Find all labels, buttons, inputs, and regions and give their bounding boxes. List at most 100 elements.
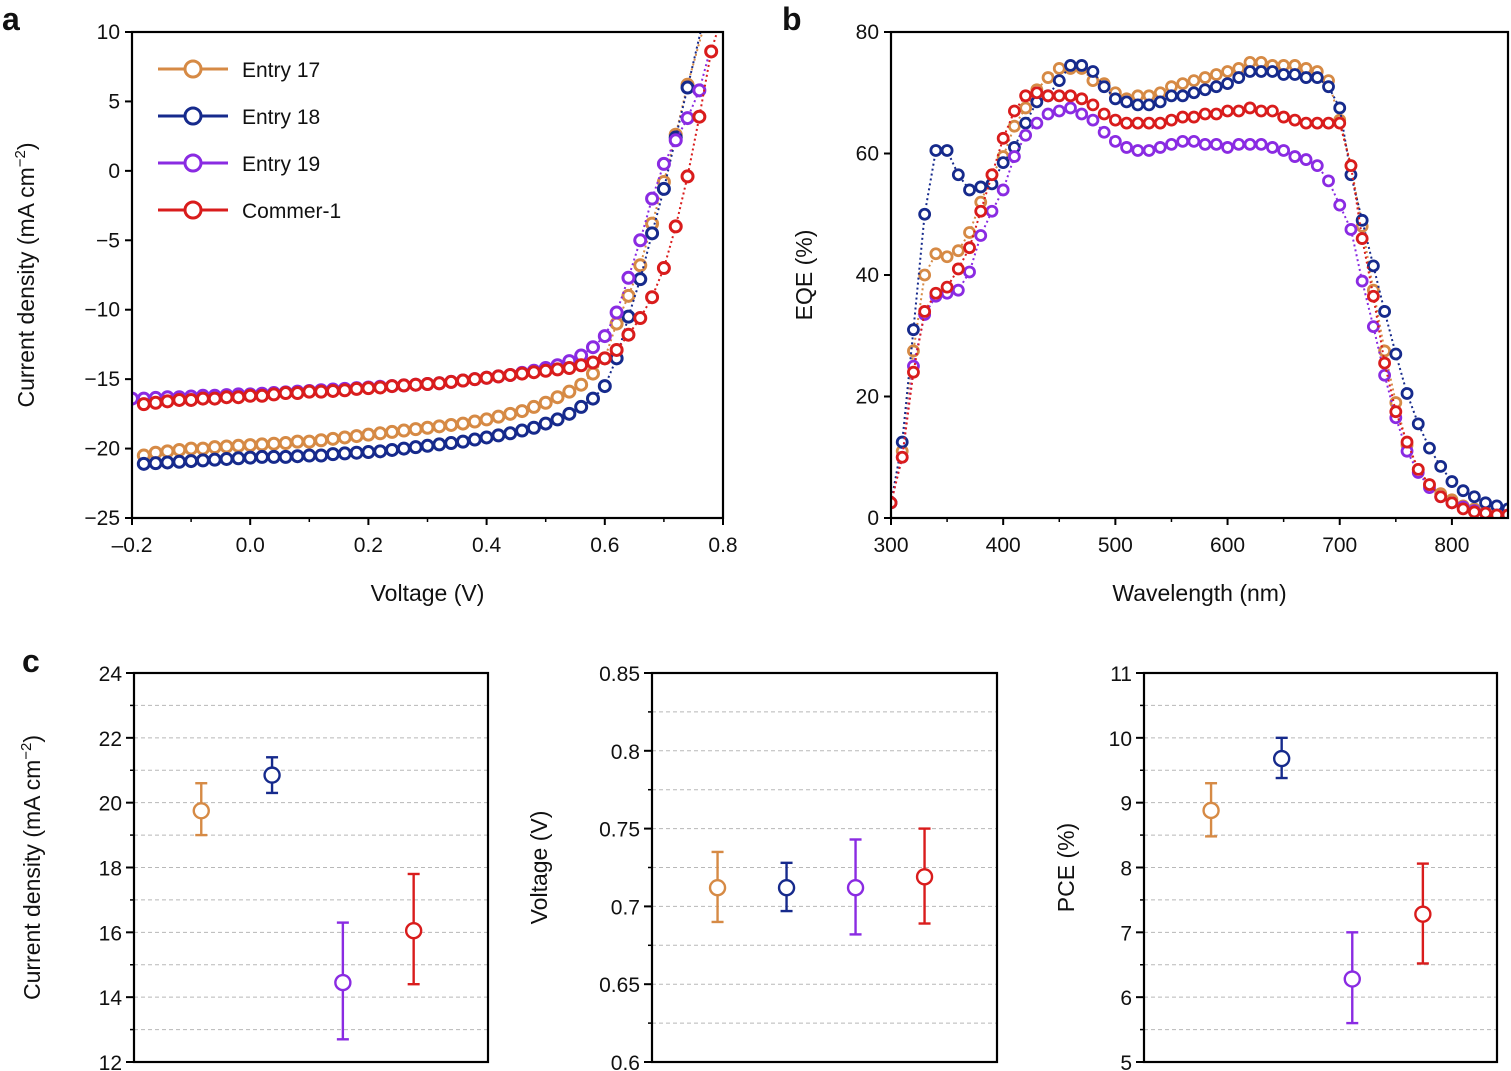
jv-data-point [195,391,210,406]
eqe-series-entry-17 [891,55,1508,518]
jv-data-point [656,261,671,276]
jv-data-point [290,386,305,401]
eqe-data-point [1131,116,1145,130]
eqe-series-entry-19 [891,101,1508,518]
jv-chart: –0.2 0.0 0.2 0.4 0.6 0.8 10 5 0 −5 −10 −15 −20 −25 Vol… [12,21,738,606]
eqe-data-point [1198,107,1212,121]
jv-data-point [515,404,530,419]
eqe-data-point [1333,116,1347,130]
voc-marker [846,879,865,897]
eqe-data-point [1355,274,1369,288]
jv-data-point [609,342,624,357]
jv-data-point [396,378,411,393]
eqe-data-point [1198,71,1212,84]
eqe-data-point [940,250,954,264]
voc-y-tick-label: 0.6 [611,1052,640,1071]
panel-letter-a: a [2,1,20,37]
jv-data-point [243,438,258,453]
jsc-y-tick-label: 18 [99,858,122,881]
jsc-marker [404,922,423,940]
eqe-data-point [1052,74,1066,87]
jv-y-tick-label: −25 [84,507,120,530]
eqe-data-point [1467,490,1481,504]
jv-x-tick-label: 0.6 [590,534,619,557]
eqe-data-point [1355,232,1369,245]
eqe-data-point [1378,344,1391,358]
jv-data-point [621,288,636,303]
eqe-data-point [1310,116,1324,130]
jv-data-point [337,430,352,445]
eqe-data-point [1479,496,1492,510]
eqe-x-tick-label: 500 [1098,534,1133,557]
jv-data-point [420,420,435,435]
eqe-data-point [963,241,976,255]
eqe-data-point [1299,116,1313,130]
jv-data-point [526,420,541,435]
jv-data-point [266,387,281,402]
jv-data-point [479,430,494,445]
jv-y-tick-label: 5 [108,90,120,113]
jv-data-point [314,433,329,448]
jv-data-point [373,426,388,441]
pce-y-tick-label: 5 [1120,1052,1132,1071]
eqe-data-point [1064,101,1077,115]
jv-data-point [585,391,600,406]
jv-data-point [645,226,660,241]
voc-y-tick-label: 0.85 [599,663,640,686]
eqe-data-point [1097,125,1111,139]
pce-y-tick-label: 6 [1120,987,1132,1010]
eqe-data-point [1041,107,1055,121]
voc-point-entry-18 [777,861,796,913]
eqe-data-point [1266,141,1279,154]
jv-y-tick-label: −15 [84,368,120,391]
eqe-data-point [1052,89,1066,103]
eqe-y-tick-label: 80 [856,21,879,44]
jv-data-point [692,109,707,124]
jv-data-point [243,450,258,465]
jv-data-point [432,437,447,452]
jv-data-point [645,191,660,206]
eqe-data-point [929,247,943,261]
eqe-x-tick-label: 400 [986,534,1021,557]
jv-data-point [349,445,364,460]
voc-marker [777,879,796,897]
jv-data-point [550,412,565,427]
eqe-data-point [1322,116,1335,130]
jv-data-point [444,417,459,432]
legend-item-entry-17: Entry 17 [158,59,320,82]
pce-y-tick-label: 9 [1120,793,1132,816]
jv-data-point [325,431,340,446]
voc-y-axis-label: Voltage (V) [526,811,552,925]
jv-data-point [349,381,364,396]
eqe-data-point [1086,98,1100,112]
jv-series-trend [686,32,704,86]
voc-y-tick-label: 0.7 [611,896,640,919]
eqe-data-point [963,183,976,197]
eqe-data-point [951,244,965,258]
jv-data-point [680,169,695,184]
eqe-data-point [1153,116,1167,130]
jv-data-point [408,422,423,437]
eqe-data-point [996,156,1010,170]
jv-data-point [207,391,222,406]
jv-data-point [479,370,494,385]
pce-y-tick-label: 7 [1120,922,1132,945]
jv-series-line [143,51,713,406]
eqe-data-point [1064,59,1077,72]
eqe-data-point [1456,502,1470,516]
jv-data-point [562,361,577,376]
legend-item-entry-18: Entry 18 [158,106,320,129]
eqe-data-point [1288,68,1302,81]
legend-marker [183,153,203,173]
eqe-data-point [1209,80,1223,94]
legend-label: Commer-1 [242,200,341,223]
jv-data-point [503,406,518,421]
jv-data-point [231,390,246,405]
pce-marker [1272,749,1291,768]
legend: Entry 17 Entry 18 Entry 19 Commer-1 [158,59,341,223]
eqe-data-point [1041,89,1055,103]
eqe-data-point [1221,77,1234,91]
eqe-data-point [1221,141,1234,154]
jv-data-point [432,376,447,391]
eqe-data-point [1400,387,1414,400]
